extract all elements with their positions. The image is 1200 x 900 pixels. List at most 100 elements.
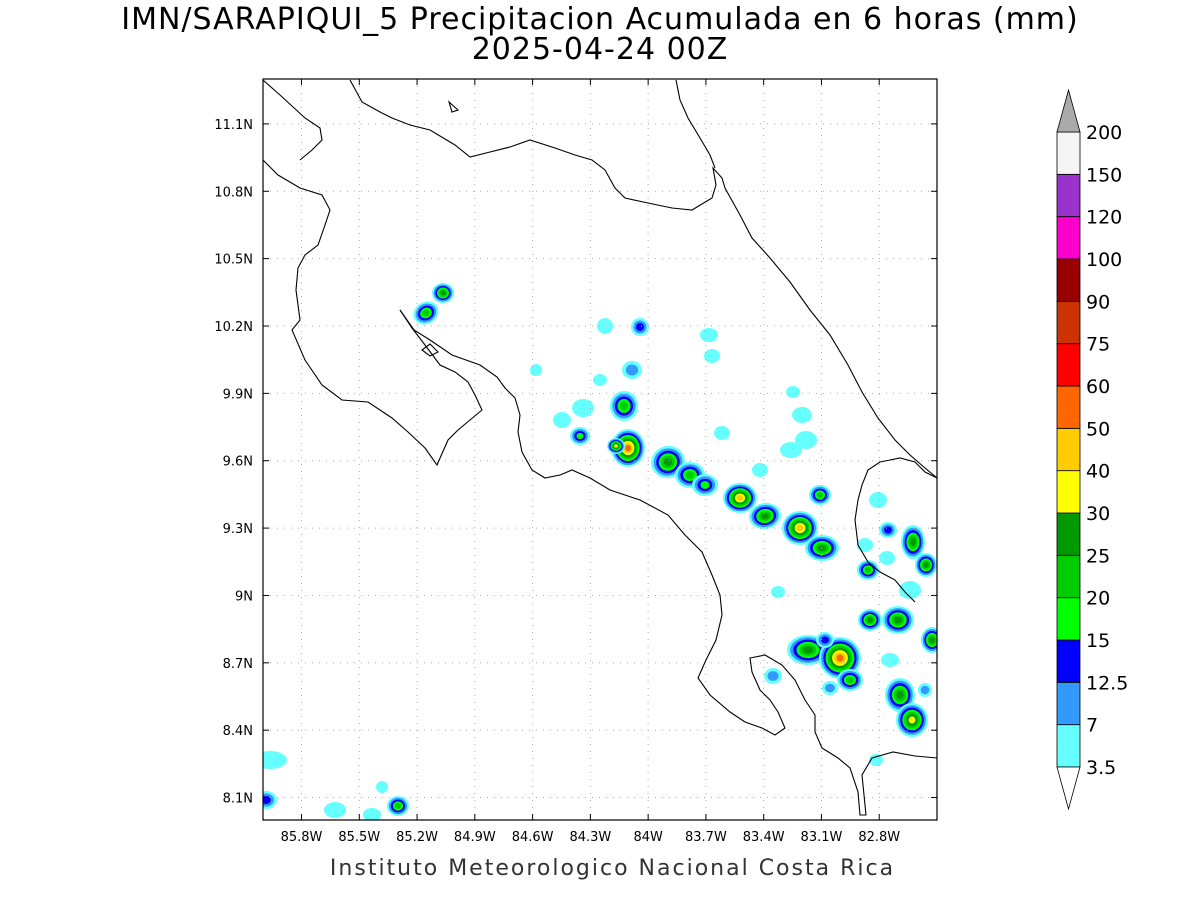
precip-cell [901, 525, 925, 559]
colorbar-swatch [1056, 724, 1081, 768]
precip-contour [625, 364, 639, 376]
precip-contour [714, 426, 730, 440]
lon-tick-label: 84.6W [512, 830, 554, 845]
precip-contour [825, 683, 835, 693]
precip-contour [700, 481, 710, 489]
precip-contour [910, 537, 916, 547]
colorbar-level-label: 15 [1086, 630, 1110, 652]
precip-cell [363, 808, 381, 820]
lat-tick-label: 8.4N [223, 724, 253, 739]
lat-tick-label: 10.5N [214, 253, 253, 268]
map-title: IMN/SARAPIQUI_5 Precipitacion Acumulada … [121, 2, 1079, 37]
colorbar-swatch [1056, 597, 1081, 641]
precip-cell [858, 609, 882, 631]
lat-tick-label: 9.6N [223, 455, 253, 470]
precip-cell [857, 560, 879, 580]
lon-tick-label: 83.1W [801, 830, 843, 845]
precip-cell [704, 349, 720, 363]
precip-cell [324, 802, 346, 818]
lat-tick-label: 8.1N [223, 792, 253, 807]
lon-tick-label: 84.9W [454, 830, 496, 845]
precip-contour [704, 349, 720, 363]
colorbar-level-label: 50 [1086, 418, 1110, 440]
precip-contour [821, 636, 829, 644]
colorbar-swatch [1056, 639, 1081, 683]
precip-cell [885, 678, 915, 712]
coastline-segment [854, 457, 937, 603]
precip-contour [816, 492, 824, 498]
precip-cell [376, 781, 388, 793]
map-frame [262, 78, 938, 821]
precip-cell [572, 399, 594, 417]
precip-contour [908, 716, 916, 724]
precip-contour [620, 401, 628, 411]
precip-contour [597, 318, 613, 334]
precip-contour [795, 431, 817, 449]
precip-cell [882, 606, 914, 634]
precip-contour [636, 323, 644, 331]
precip-contour [553, 412, 571, 428]
precip-contour [899, 581, 921, 599]
colorbar-swatch [1056, 681, 1081, 726]
colorbar-swatch [1056, 258, 1081, 302]
precip-contour [923, 562, 929, 568]
precip-cell [570, 427, 590, 445]
colorbar-level-label: 7 [1086, 715, 1098, 737]
precip-contour [376, 781, 388, 793]
precip-contour [767, 671, 779, 681]
precip-cell [792, 407, 812, 423]
colorbar-swatch [1056, 216, 1081, 260]
lat-tick-label: 10.8N [214, 185, 253, 200]
precip-cell [597, 318, 613, 334]
lon-tick-label: 85.2W [396, 830, 438, 845]
coastline-segment [421, 343, 439, 357]
precip-contour [836, 654, 844, 662]
precip-cell [869, 492, 887, 508]
colorbar-swatch [1056, 427, 1081, 472]
colorbar-level-label: 100 [1086, 249, 1122, 271]
precip-contour [700, 328, 718, 342]
precip-contour [796, 524, 804, 532]
colorbar-swatch [1056, 343, 1081, 387]
lat-lon-grid [263, 79, 937, 820]
precip-contour [817, 544, 827, 552]
lon-tick-label: 83.4W [743, 830, 785, 845]
lat-tick-label: 9.9N [223, 387, 253, 402]
precip-contour [663, 458, 673, 466]
colorbar-under-arrow [1056, 766, 1081, 811]
precip-cell [610, 391, 638, 421]
precip-contour [780, 442, 802, 458]
colorbar-level-label: 25 [1086, 545, 1110, 567]
lon-tick-label: 82.8W [858, 830, 900, 845]
precip-contour [881, 653, 899, 667]
precip-contour [896, 690, 904, 700]
precip-contour [736, 495, 744, 501]
precip-cell [692, 474, 718, 496]
precip-cell [263, 751, 287, 769]
precip-contour [324, 802, 346, 818]
precip-contour [884, 526, 892, 534]
colorbar-level-label: 20 [1086, 588, 1110, 610]
precip-contour [792, 407, 812, 423]
precip-contour [752, 463, 768, 477]
precip-contour [802, 646, 814, 654]
colorbar-level-label: 90 [1086, 291, 1110, 313]
precip-cell [918, 683, 932, 697]
lat-tick-label: 10.2N [214, 320, 253, 335]
precip-cell [622, 361, 642, 379]
precip-contour [786, 386, 800, 398]
precip-cell [723, 483, 757, 513]
lat-tick-label: 9.3N [223, 522, 253, 537]
precip-contour [846, 676, 854, 684]
precipitation-layer [263, 283, 937, 820]
colorbar-level-label: 3.5 [1086, 757, 1116, 779]
coastline-segment [399, 309, 937, 816]
institution-credit: Instituto Meteorologico Nacional Costa R… [329, 856, 896, 881]
precip-contour [761, 512, 769, 520]
precip-cell [857, 538, 873, 552]
precip-cell [816, 632, 834, 648]
precip-contour [576, 432, 584, 440]
colorbar-swatch [1056, 554, 1081, 599]
precip-contour [869, 492, 887, 508]
